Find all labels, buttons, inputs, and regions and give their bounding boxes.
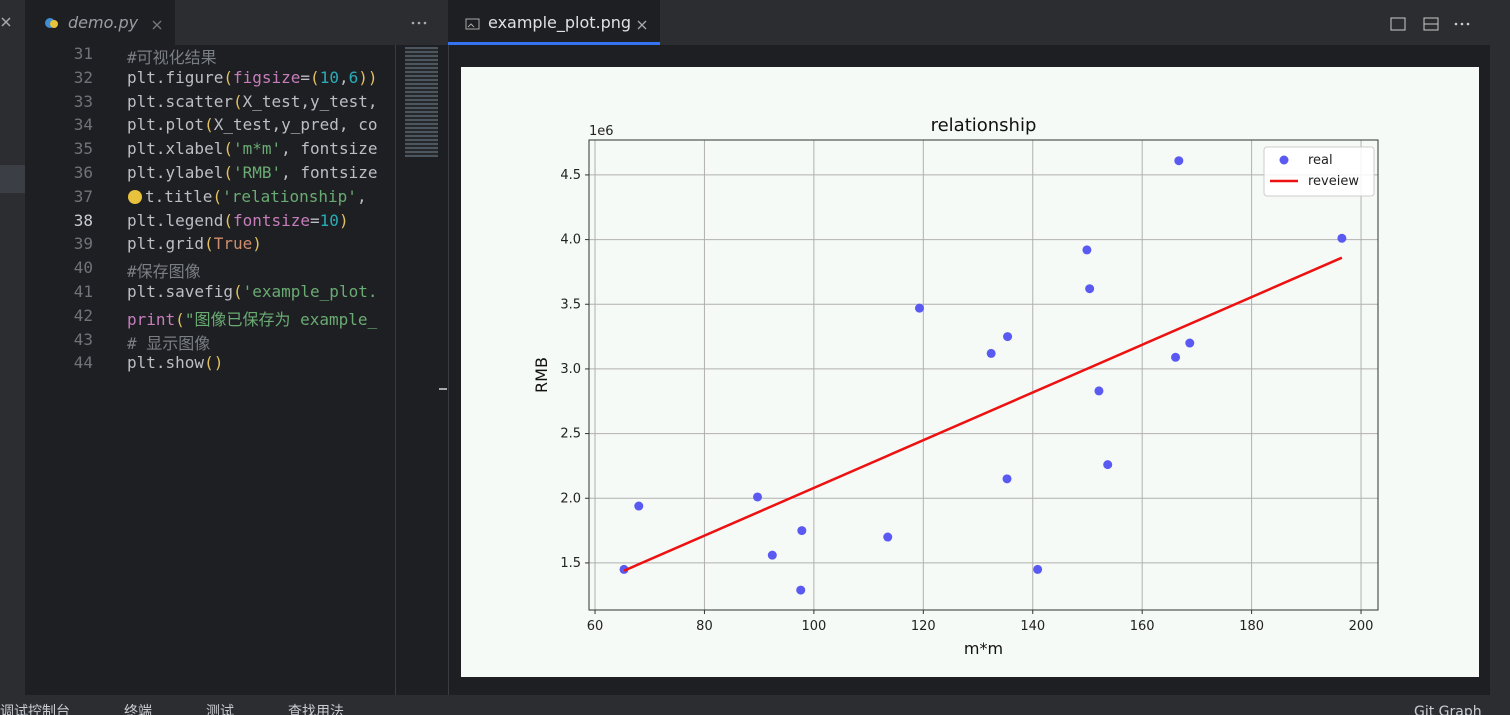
code-line: plt.scatter(X_test,y_test, <box>127 91 378 111</box>
scatter-point <box>1033 564 1043 574</box>
legend-marker <box>1279 155 1289 165</box>
tab-active[interactable] <box>448 0 660 45</box>
scatter-point <box>1085 284 1095 294</box>
line-number: 43 <box>73 329 93 349</box>
line-number: 33 <box>73 91 93 111</box>
scatter-point <box>634 501 644 511</box>
line-number: 36 <box>73 163 93 182</box>
code-line: # 显示图像 <box>127 333 211 353</box>
y-tick-label: 2.0 <box>560 491 581 506</box>
y-tick-label: 1.5 <box>560 556 581 571</box>
scatter-point <box>1337 233 1347 243</box>
x-tick-label: 200 <box>1349 619 1374 634</box>
line-number: 41 <box>73 282 93 301</box>
x-tick-label: 140 <box>1020 619 1045 634</box>
line <box>623 256 1343 572</box>
x-tick-label: 120 <box>911 619 936 634</box>
scatter-point <box>1174 156 1184 166</box>
chart-title: relationship <box>931 115 1037 136</box>
right-strip <box>1490 0 1510 715</box>
minimap-preview <box>405 47 438 157</box>
code-line: plt.xlabel('m*m', fontsize <box>127 139 378 159</box>
code-line: #保存图像 <box>127 262 201 282</box>
line-number: 39 <box>73 234 93 254</box>
x-tick-label: 60 <box>587 619 604 634</box>
code-line: plt.savefig('example_plot. <box>127 282 378 301</box>
tab-label[interactable]: example_plot.png <box>488 13 632 32</box>
scatter-point <box>883 532 893 542</box>
y-tick-label: 3.5 <box>560 297 581 312</box>
tab-label[interactable]: demo.py <box>68 13 139 32</box>
legend-label: reveiew <box>1308 174 1359 189</box>
scatter-point <box>986 348 996 358</box>
scatter-point <box>914 303 924 313</box>
scatter-point <box>753 492 763 502</box>
left-strip <box>0 45 25 695</box>
y-axis-label: RMB <box>532 357 551 393</box>
line-number: 34 <box>73 115 93 135</box>
x-tick-label: 100 <box>801 619 826 634</box>
status-item[interactable]: 调试控制台 <box>0 704 70 715</box>
scatter-point <box>1002 474 1012 484</box>
scatter-point <box>797 526 807 536</box>
line-number: 40 <box>73 258 93 278</box>
code-line: plt.grid(True) <box>127 234 262 254</box>
legend-label: real <box>1308 153 1333 168</box>
scatter-point <box>1185 338 1195 348</box>
y-tick-label: 3.0 <box>560 362 581 377</box>
scatter-point <box>1082 245 1092 255</box>
close-icon[interactable] <box>152 20 164 32</box>
y-tick-label: 4.0 <box>560 233 581 248</box>
tab-bar <box>0 0 1510 45</box>
close-icon[interactable] <box>637 20 649 32</box>
line-number: 35 <box>73 139 93 159</box>
code-line: print("图像已保存为 example_ <box>127 309 378 329</box>
scatter-point <box>1094 386 1104 396</box>
code-editor[interactable]: 3031#可视化结果32plt.figure(figsize=(10,6))33… <box>25 45 395 695</box>
scatter-point <box>767 550 777 560</box>
y-tick-label: 2.5 <box>560 427 581 442</box>
code-line: plt.show() <box>127 353 224 373</box>
x-tick-label: 80 <box>696 619 713 634</box>
plot-frame <box>588 139 1379 611</box>
close-icon[interactable] <box>0 16 14 30</box>
code-line: plt.figure(figsize=(10,6)) <box>127 67 378 87</box>
code-line: t.title('relationship', <box>145 186 367 206</box>
status-bar: 调试控制台 终端 测试 查找用法 Git Graph <box>0 695 1490 715</box>
status-item[interactable]: Git Graph <box>1414 704 1482 715</box>
line-number: 32 <box>73 67 93 87</box>
code-line: plt.ylabel('RMB', fontsize <box>127 163 378 182</box>
lightbulb-icon <box>128 189 142 204</box>
x-tick-label: 180 <box>1239 619 1264 634</box>
scatter-point <box>1103 460 1113 470</box>
python-icon <box>45 18 58 28</box>
selected-item <box>0 165 25 193</box>
line-number: 37 <box>73 186 93 206</box>
code-line: plt.plot(X_test,y_pred, co <box>127 115 378 135</box>
axis-offset-label: 1e6 <box>589 124 614 139</box>
line-number: 38 <box>73 210 93 230</box>
image-icon <box>465 18 480 30</box>
line-number: 44 <box>73 353 93 373</box>
status-item[interactable]: 终端 <box>124 704 152 715</box>
y-tick-label: 4.5 <box>560 168 581 183</box>
code-line: #可视化结果 <box>127 48 217 67</box>
line-number: 42 <box>73 305 93 325</box>
plot-image: 60 80 100 120 140 160 180 200 1.5 2.0 2.5 3.0 3.5 4.0… <box>461 67 1479 677</box>
x-axis-label: m*m <box>964 639 1003 658</box>
splitter[interactable] <box>439 388 447 390</box>
status-item[interactable]: 查找用法 <box>288 704 344 715</box>
toolbar-icons[interactable] <box>1390 16 1480 32</box>
scatter-point <box>1003 332 1013 342</box>
legend-box <box>1263 146 1375 197</box>
x-tick-label: 160 <box>1130 619 1155 634</box>
scatter-point <box>796 585 806 595</box>
more-icon[interactable] <box>410 20 430 26</box>
code-line: plt.legend(fontsize=10) <box>127 210 349 230</box>
line-number: 31 <box>73 45 93 63</box>
status-item[interactable]: 测试 <box>206 704 234 715</box>
scatter-point <box>1171 352 1181 362</box>
